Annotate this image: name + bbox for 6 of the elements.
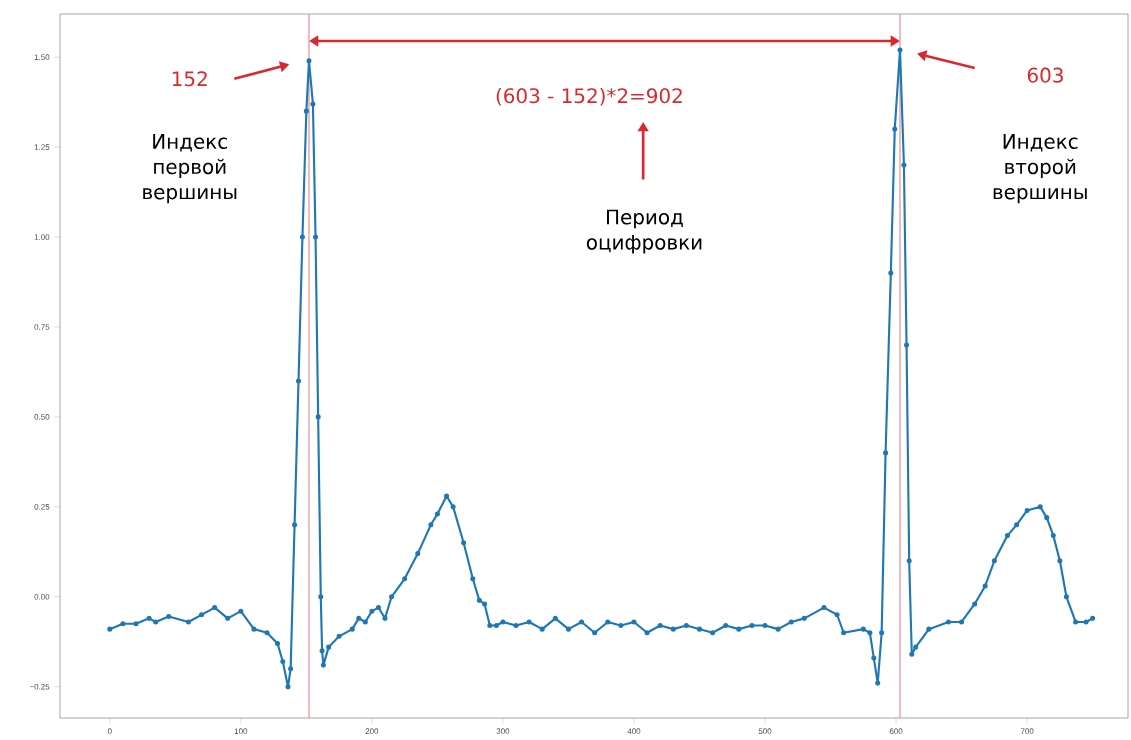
annotation: 152 (172, 71, 207, 87)
annotation: Индекс второй вершины (993, 134, 1087, 204)
annotation: (603 - 152)*2=902 (496, 87, 682, 106)
annotation: 603 (1027, 67, 1063, 83)
annotation: Индекс первой вершины (143, 134, 237, 204)
annotation: Период оцифровки (586, 209, 702, 254)
